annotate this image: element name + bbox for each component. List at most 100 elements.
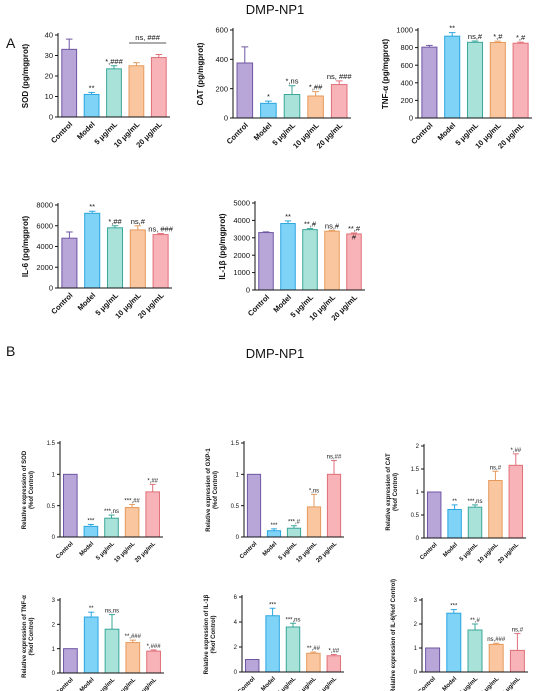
significance-label: ***,ns [104,509,119,515]
bar [447,508,462,539]
significance-label: ***,ns [285,617,300,623]
y-axis-label-line: (%of Control) [29,471,35,509]
bar [104,517,119,538]
significance-label: ns,# [325,221,340,230]
y-tick-label: 0 [52,535,56,541]
bar [83,93,100,118]
y-axis-label-line: SOD (pg/mgprot) [21,43,30,108]
bar [306,506,322,538]
x-tick-label: 20 μg/mL [499,676,522,691]
y-tick-label: 1000 [396,26,413,35]
x-tick-label: Model [442,542,459,559]
y-axis-label: TNF-α (pg/mgprot) [381,39,390,110]
significance-label: ns,# [468,32,483,41]
y-axis-label-line: Relative expression of IL-6(%of Control) [391,579,397,691]
significance-label: ns, ### [148,225,173,234]
significance-label: ns,# [512,628,524,634]
significance-label: *** [87,518,95,524]
y-tick-label: 400 [400,78,413,87]
bracket-label: ns, ### [135,33,160,42]
bar [124,507,140,538]
y-tick-label: 0 [236,535,240,541]
y-tick-label: 1.5 [47,441,56,447]
significance-label: *,ns [309,488,319,494]
significance-label: **,### [125,634,142,640]
significance-label: ***,ns [467,499,482,505]
y-tick-label: 2000 [233,251,250,260]
bar [61,48,78,118]
bar [84,212,101,289]
bar [63,473,78,538]
bar [512,42,529,119]
bar [324,230,340,291]
significance-label: **,## [307,646,321,652]
y-tick-label: 600 [215,26,228,35]
y-axis-label: CAT (pg/mgprot) [196,42,205,105]
bar [146,650,161,674]
bar [446,612,462,673]
significance-label: *,# [516,33,526,42]
bar [61,237,78,289]
y-axis-label-line: IL-6 (pg/mgprot) [21,216,30,278]
significance-label: *,### [105,57,123,66]
panel-b-letter: B [6,343,15,359]
y-tick-label: 4000 [36,242,53,251]
bar [104,628,120,674]
x-tick-label: Model [79,677,96,691]
y-tick-label: 2000 [36,263,53,272]
bar [488,480,503,539]
y-tick-label: 30 [45,51,53,60]
bar [421,46,438,119]
bar [63,648,78,674]
x-tick-label: Control [55,541,75,561]
significance-label: *,ns [286,77,299,86]
x-tick-label: 20 μg/mL [316,541,339,564]
x-tick-label: 5 μg/mL [95,541,116,562]
bar [244,659,260,673]
significance-label: **,# [348,224,361,233]
bar [150,57,167,118]
y-tick-label: 1000 [233,268,250,277]
y-tick-label: 0 [246,286,250,295]
bar [283,94,301,119]
x-tick-label: 10 μg/mL [295,676,318,691]
chart-8: ** ***,ns ns,# *,## 0 0.5 1 1.5 2 Control Model 5 μ… [386,444,526,565]
y-tick-label: 1 [416,490,420,496]
y-tick-label: 400 [215,55,228,64]
y-axis-label: Relative expression of CAT(%of Control) [386,453,399,531]
y-axis-label: IL-6 (pg/mgprot) [21,216,30,278]
y-tick-label: 2 [234,645,238,651]
significance-label: ***,## [124,498,140,504]
bar [106,227,124,289]
significance-label: *** [269,602,277,608]
x-tick-label: Control [49,120,74,145]
significance-label: **,# [470,618,480,624]
bar [83,616,99,674]
y-tick-label: 200 [400,96,413,105]
y-axis-label-line: TNF-α (pg/mgprot) [381,39,390,110]
significance-label: ** [449,24,455,33]
y-tick-label: 2 [416,444,420,450]
x-tick-label: 20 μg/mL [497,542,520,565]
significance-label: # [352,232,357,241]
x-tick-label: 5 μg/mL [459,676,480,691]
y-tick-label: 1 [414,646,418,652]
x-tick-label: Control [55,677,75,691]
bar [246,473,262,538]
bar [330,84,348,119]
significance-label: *,# [493,32,503,41]
bar [260,102,277,119]
bar [508,464,524,539]
y-axis-label: IL-1β (pg/mgprot) [218,213,227,280]
y-tick-label: 0 [49,113,53,122]
bar [444,35,461,119]
significance-label: *,## [147,478,158,484]
y-tick-label: 0 [409,114,413,123]
y-axis-label: Relative expression of IL-1β(%of Control… [204,594,217,674]
y-tick-label: 4000 [233,216,250,225]
bar [236,62,254,119]
y-axis-label-line: (%of Control) [29,618,35,656]
significance-label: *** [270,523,278,529]
